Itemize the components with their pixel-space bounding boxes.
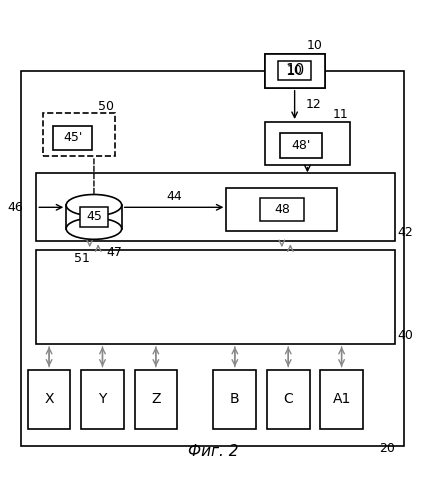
FancyBboxPatch shape: [278, 62, 310, 80]
FancyBboxPatch shape: [36, 173, 394, 242]
Text: B: B: [230, 392, 239, 406]
FancyBboxPatch shape: [266, 370, 309, 430]
FancyBboxPatch shape: [43, 114, 115, 156]
Text: 44: 44: [166, 190, 181, 203]
Text: 45: 45: [86, 210, 102, 224]
Text: Y: Y: [98, 392, 106, 406]
FancyBboxPatch shape: [264, 54, 324, 88]
Text: 10: 10: [284, 63, 304, 78]
Text: 11: 11: [332, 108, 348, 121]
Ellipse shape: [66, 194, 121, 216]
Text: 10: 10: [286, 64, 302, 77]
FancyBboxPatch shape: [279, 132, 322, 158]
Text: 48': 48': [291, 139, 310, 152]
Text: 51: 51: [74, 252, 89, 265]
Text: 48: 48: [273, 203, 289, 216]
FancyBboxPatch shape: [21, 70, 403, 446]
FancyBboxPatch shape: [226, 188, 337, 231]
FancyBboxPatch shape: [28, 370, 70, 430]
Text: C: C: [283, 392, 292, 406]
Text: Z: Z: [151, 392, 160, 406]
Text: A1: A1: [331, 392, 350, 406]
Ellipse shape: [66, 218, 121, 240]
Text: 40: 40: [396, 329, 412, 342]
Text: 10: 10: [306, 39, 322, 52]
FancyBboxPatch shape: [320, 370, 362, 430]
Text: 42: 42: [396, 226, 412, 239]
FancyBboxPatch shape: [80, 208, 107, 227]
Text: Фиг. 2: Фиг. 2: [188, 444, 238, 459]
Text: 46: 46: [8, 201, 23, 214]
FancyBboxPatch shape: [36, 250, 394, 344]
Text: 45': 45': [63, 132, 82, 144]
FancyBboxPatch shape: [134, 370, 177, 430]
FancyBboxPatch shape: [264, 54, 324, 88]
Text: 20: 20: [378, 442, 394, 455]
FancyBboxPatch shape: [264, 122, 349, 164]
FancyBboxPatch shape: [53, 126, 92, 150]
FancyBboxPatch shape: [213, 370, 256, 430]
Text: 12: 12: [305, 98, 320, 112]
Text: 50: 50: [98, 100, 114, 112]
Text: X: X: [44, 392, 54, 406]
FancyBboxPatch shape: [259, 198, 303, 221]
Polygon shape: [66, 205, 121, 229]
FancyBboxPatch shape: [81, 370, 124, 430]
Text: 47: 47: [106, 246, 122, 258]
